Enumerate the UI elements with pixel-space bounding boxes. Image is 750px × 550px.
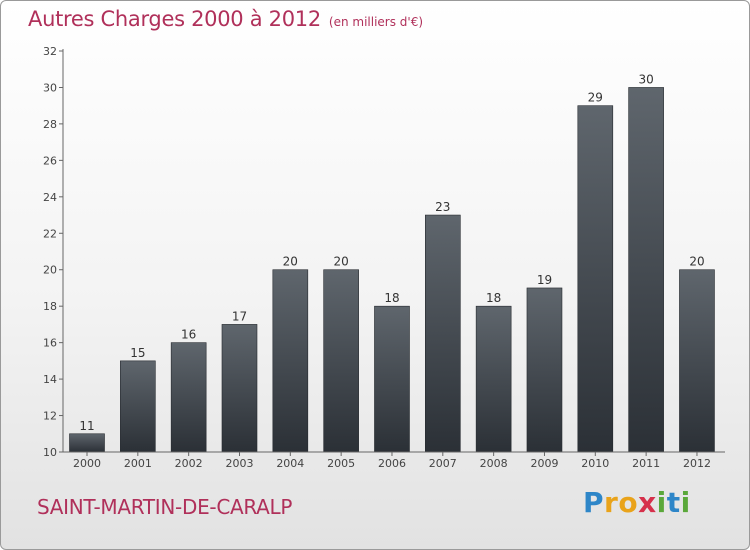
bar [69,433,105,453]
commune-name: SAINT-MARTIN-DE-CARALP [37,495,293,519]
bars-group: 11 15 16 17 20 20 18 23 18 19 29 30 20 [69,72,715,453]
chart-title-text: Autres Charges 2000 à 2012 [28,7,321,31]
y-tick-label: 20 [43,264,57,277]
bar-value-label: 30 [638,72,653,86]
y-tick-label: 10 [43,446,57,459]
bar [272,269,309,453]
x-tick-label: 2010 [581,457,609,470]
logo-letter: x [638,486,657,519]
y-tick-label: 12 [43,410,57,423]
x-tick-label: 2003 [225,457,253,470]
bar [577,105,614,453]
y-tick-label: 22 [43,227,57,240]
bar [170,342,207,453]
x-tick-label: 2009 [530,457,558,470]
bar [323,269,359,453]
bar [628,87,664,453]
logo-letter: i [680,486,691,519]
bar [679,269,715,453]
bar-value-label: 18 [384,291,399,305]
chart-unit-text: (en milliers d'€) [328,15,424,29]
logo-letter: r [604,486,619,519]
x-tick-label: 2011 [632,457,660,470]
bar-value-label: 20 [334,255,349,269]
bar-value-label: 15 [130,346,145,360]
logo-letter: P [583,486,605,519]
y-axis: 10 12 14 16 18 20 22 24 26 28 30 32 [43,45,64,459]
bar [526,287,563,453]
x-tick-label: 2006 [378,457,406,470]
y-tick-label: 26 [43,154,57,167]
logo-letter: t [666,486,681,519]
x-tick-label: 2001 [124,457,152,470]
bar-value-label: 20 [689,255,704,269]
y-tick-label: 16 [43,337,57,350]
bar-value-label: 19 [537,273,552,287]
x-axis: 2000 2001 2002 2003 2004 2005 2006 2007 2008 2009… [63,451,725,470]
y-tick-label: 24 [43,191,57,204]
bar-value-label: 18 [486,291,501,305]
y-tick-label: 28 [43,118,57,131]
x-tick-label: 2008 [480,457,508,470]
logo-letter: o [618,486,639,519]
bar [475,305,512,453]
bar-value-label: 16 [181,328,196,342]
x-tick-label: 2005 [327,457,355,470]
logo-letter: i [656,486,667,519]
y-tick-label: 32 [43,45,57,58]
bar [120,360,156,453]
x-tick-label: 2012 [683,457,711,470]
bar-value-label: 20 [283,255,298,269]
y-tick-label: 30 [43,81,57,94]
bar [425,214,461,453]
bar-value-label: 23 [435,200,450,214]
bar-value-label: 11 [79,419,94,433]
y-tick-label: 18 [43,300,57,313]
x-tick-label: 2007 [429,457,457,470]
chart-title: Autres Charges 2000 à 2012 (en milliers d… [28,7,423,31]
bar-value-label: 17 [232,309,247,323]
bar-value-label: 29 [588,91,603,105]
x-tick-label: 2004 [276,457,304,470]
bar [374,305,410,453]
x-tick-label: 2002 [175,457,203,470]
x-tick-label: 2000 [73,457,101,470]
bar [221,324,258,453]
proxiti-logo: Proxiti [583,486,691,519]
y-tick-label: 14 [43,373,57,386]
